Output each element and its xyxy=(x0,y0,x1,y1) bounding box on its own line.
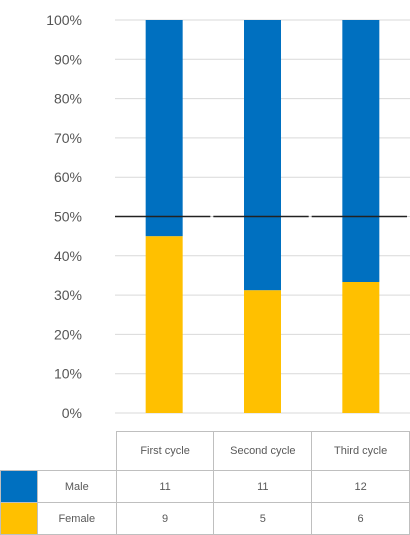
legend-swatch-female xyxy=(0,502,38,535)
y-tick-label: 0% xyxy=(62,405,82,421)
table-header-row: First cycle Second cycle Third cycle xyxy=(1,431,410,471)
category-label: Third cycle xyxy=(311,431,410,471)
series-name: Male xyxy=(36,470,117,503)
series-name: Female xyxy=(36,502,117,535)
legend-swatch-male xyxy=(0,470,38,503)
category-label: Second cycle xyxy=(213,431,313,471)
bar-segment-female xyxy=(145,236,183,413)
category-label: First cycle xyxy=(115,431,215,471)
table-cell-value: 11 xyxy=(115,470,215,503)
y-tick-label: 10% xyxy=(54,366,82,382)
y-tick-label: 100% xyxy=(46,12,82,28)
y-axis-tick-labels: 0% 10% 20% 30% 40% 50% 60% 70% 80% 90% 100% xyxy=(46,12,82,421)
bar-segment-male xyxy=(145,20,183,237)
bar-segment-male xyxy=(342,20,380,282)
y-tick-label: 40% xyxy=(54,248,82,264)
table-row-male: Male 11 11 12 xyxy=(0,470,410,503)
y-tick-label: 50% xyxy=(54,209,82,225)
table-row-female: Female 9 5 6 xyxy=(0,502,410,535)
y-tick-label: 30% xyxy=(54,287,82,303)
y-tick-label: 70% xyxy=(54,130,82,146)
bar-segment-female xyxy=(342,282,380,413)
data-table: First cycle Second cycle Third cycle Mal… xyxy=(0,431,410,535)
y-tick-label: 90% xyxy=(54,51,82,67)
table-cell-value: 12 xyxy=(311,470,410,503)
y-tick-label: 60% xyxy=(54,169,82,185)
y-tick-label: 80% xyxy=(54,91,82,107)
bar-segment-male xyxy=(244,20,281,291)
table-cell-value: 6 xyxy=(311,502,410,535)
table-cell-value: 9 xyxy=(115,502,215,535)
y-tick-label: 20% xyxy=(54,326,82,342)
table-cell-value: 11 xyxy=(213,470,313,503)
bars xyxy=(145,20,380,413)
table-cell-value: 5 xyxy=(213,502,313,535)
bar-segment-female xyxy=(244,290,281,413)
stacked-bar-chart: 0% 10% 20% 30% 40% 50% 60% 70% 80% 90% 100% xyxy=(46,12,410,421)
